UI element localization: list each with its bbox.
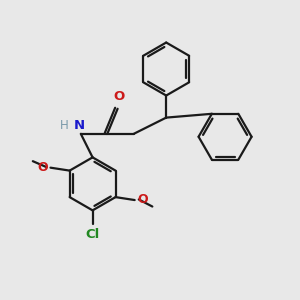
- Text: O: O: [137, 193, 148, 206]
- Text: Cl: Cl: [85, 228, 100, 241]
- Text: O: O: [113, 91, 125, 103]
- Text: O: O: [38, 160, 48, 174]
- Text: N: N: [74, 119, 85, 132]
- Text: H: H: [60, 119, 69, 132]
